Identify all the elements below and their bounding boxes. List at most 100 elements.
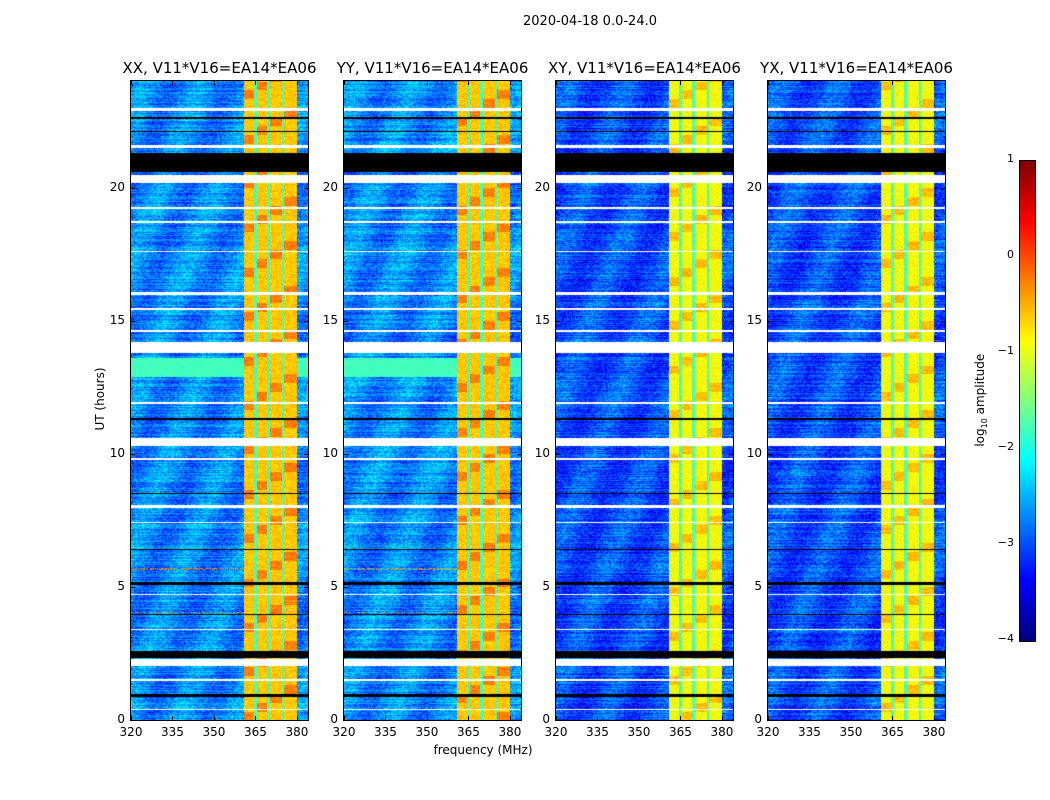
- y-tick-label: 15: [746, 312, 762, 327]
- y-tick-mark: [729, 586, 733, 588]
- y-tick-mark: [768, 453, 772, 455]
- x-tick-label: 380: [710, 725, 734, 739]
- panel-title: XY, V11*V16=EA14*EA06: [548, 59, 741, 77]
- x-tick-mark: [850, 716, 852, 720]
- y-tick-mark: [517, 453, 521, 455]
- x-tick-mark: [426, 716, 428, 720]
- x-tick-mark: [638, 81, 640, 85]
- y-tick-mark: [941, 320, 945, 322]
- x-tick-mark: [809, 81, 811, 85]
- spectrogram-panel-xx: [130, 80, 309, 721]
- y-tick-mark: [768, 720, 772, 721]
- x-tick-label: 365: [669, 725, 692, 739]
- x-tick-mark: [509, 81, 511, 85]
- y-tick-mark: [768, 187, 772, 189]
- x-tick-label: 320: [332, 725, 356, 739]
- x-tick-label: 365: [881, 725, 904, 739]
- colorbar-tick-label: 1: [1007, 152, 1014, 165]
- colorbar-tick-label: −2: [997, 440, 1014, 453]
- x-tick-label: 320: [544, 725, 568, 739]
- y-tick-label: 0: [754, 712, 762, 726]
- x-tick-mark: [680, 81, 682, 85]
- y-tick-mark: [517, 720, 521, 721]
- y-tick-mark: [556, 586, 560, 588]
- y-tick-mark: [941, 720, 945, 721]
- y-tick-mark: [304, 586, 308, 588]
- y-tick-mark: [304, 720, 308, 721]
- x-tick-mark: [296, 81, 298, 85]
- x-tick-mark: [597, 81, 599, 85]
- x-tick-mark: [213, 716, 215, 720]
- x-tick-mark: [172, 81, 174, 85]
- x-tick-mark: [344, 716, 345, 720]
- y-tick-mark: [556, 320, 560, 322]
- x-tick-mark: [131, 81, 132, 85]
- x-tick-mark: [131, 716, 132, 720]
- y-tick-mark: [131, 586, 135, 588]
- y-tick-mark: [729, 187, 733, 189]
- x-tick-mark: [385, 716, 387, 720]
- x-tick-label: 380: [498, 725, 522, 739]
- y-tick-label: 10: [322, 445, 338, 460]
- x-axis-label: frequency (MHz): [433, 743, 533, 757]
- x-tick-mark: [892, 716, 894, 720]
- x-tick-mark: [933, 81, 935, 85]
- x-tick-mark: [468, 716, 470, 720]
- y-tick-mark: [517, 187, 521, 189]
- y-tick-mark: [941, 586, 945, 588]
- x-tick-mark: [344, 81, 345, 85]
- x-tick-mark: [213, 81, 215, 85]
- y-tick-mark: [517, 586, 521, 588]
- y-axis-label: UT (hours): [93, 367, 107, 431]
- y-tick-mark: [941, 187, 945, 189]
- y-tick-label: 0: [117, 712, 125, 726]
- x-tick-label: 365: [244, 725, 267, 739]
- x-tick-mark: [296, 716, 298, 720]
- x-tick-mark: [721, 81, 723, 85]
- x-tick-mark: [721, 716, 723, 720]
- x-tick-label: 380: [922, 725, 946, 739]
- spectrogram-panel-yy: [343, 80, 522, 721]
- x-tick-label: 350: [202, 725, 226, 739]
- panel-title: YY, V11*V16=EA14*EA06: [336, 59, 529, 77]
- y-tick-mark: [768, 320, 772, 322]
- y-tick-mark: [556, 187, 560, 189]
- x-tick-mark: [933, 716, 935, 720]
- spectrogram-panel-xy: [555, 80, 734, 721]
- y-tick-label: 20: [109, 179, 125, 194]
- y-tick-mark: [131, 720, 135, 721]
- y-tick-mark: [131, 187, 135, 189]
- y-tick-label: 0: [330, 712, 338, 726]
- y-tick-label: 10: [746, 445, 762, 460]
- y-tick-mark: [729, 720, 733, 721]
- colorbar-tick-label: −1: [997, 344, 1014, 357]
- y-tick-label: 10: [109, 445, 125, 460]
- y-tick-label: 20: [534, 179, 550, 194]
- x-tick-mark: [385, 81, 387, 85]
- heatmap-image: [344, 81, 521, 720]
- y-tick-label: 5: [330, 578, 338, 593]
- x-tick-label: 350: [839, 725, 863, 739]
- x-tick-mark: [426, 81, 428, 85]
- x-tick-label: 320: [119, 725, 143, 739]
- y-tick-mark: [304, 320, 308, 322]
- x-tick-mark: [556, 81, 557, 85]
- y-tick-mark: [768, 586, 772, 588]
- x-tick-mark: [597, 716, 599, 720]
- y-tick-label: 5: [117, 578, 125, 593]
- y-tick-label: 5: [754, 578, 762, 593]
- y-tick-mark: [131, 453, 135, 455]
- y-tick-label: 20: [746, 179, 762, 194]
- x-tick-mark: [850, 81, 852, 85]
- colorbar-label: log10 amplitude: [972, 353, 990, 447]
- y-tick-mark: [729, 453, 733, 455]
- y-tick-mark: [344, 320, 348, 322]
- x-tick-label: 335: [586, 725, 609, 739]
- y-tick-mark: [131, 320, 135, 322]
- heatmap-image: [556, 81, 733, 720]
- spectrogram-panel-yx: [767, 80, 946, 721]
- panel-title: XX, V11*V16=EA14*EA06: [122, 59, 317, 77]
- y-tick-label: 10: [534, 445, 550, 460]
- x-tick-mark: [768, 81, 769, 85]
